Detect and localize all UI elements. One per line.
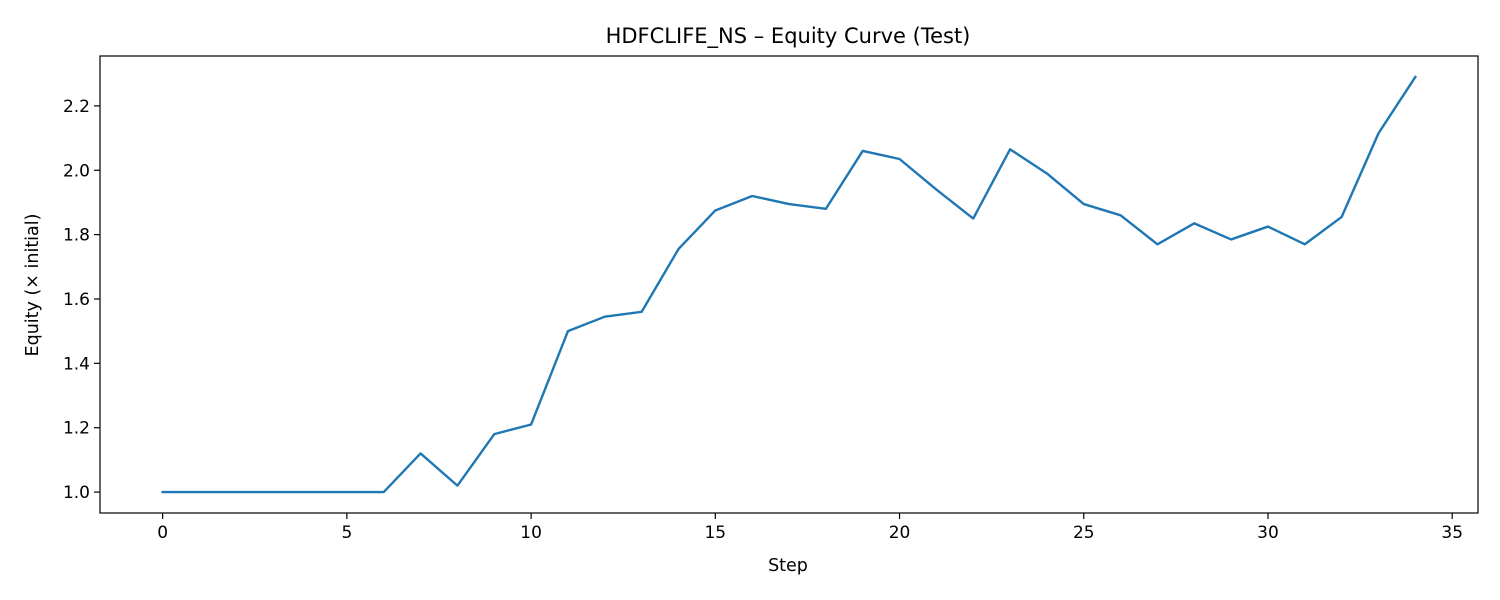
y-tick-label: 1.2: [63, 419, 90, 439]
x-tick-label: 5: [341, 523, 352, 543]
y-tick-label: 1.6: [63, 290, 90, 310]
y-axis-label: Equity (× initial): [23, 214, 43, 357]
x-axis: 0 5 10 15 20 25 30 35: [157, 513, 1463, 543]
plot-area: [99, 55, 1479, 514]
x-tick-label: 20: [889, 523, 911, 543]
y-tick-label: 2.0: [63, 161, 90, 181]
y-tick-label: 1.4: [63, 354, 90, 374]
equity-curve-line: [161, 75, 1418, 494]
chart-title: HDFCLIFE_NS – Equity Curve (Test): [606, 24, 971, 49]
y-tick-label: 2.2: [63, 97, 90, 117]
x-tick-label: 0: [157, 523, 168, 543]
x-tick-label: 10: [520, 523, 542, 543]
y-tick-label: 1.0: [63, 483, 90, 503]
x-tick-label: 35: [1441, 523, 1463, 543]
x-tick-label: 30: [1257, 523, 1279, 543]
x-axis-label: Step: [768, 556, 808, 576]
y-axis: 1.0 1.2 1.4 1.6 1.8 2.0 2.2: [63, 97, 100, 503]
axes-frame: [99, 55, 1479, 514]
x-tick-label: 25: [1073, 523, 1095, 543]
x-tick-label: 15: [704, 523, 726, 543]
series-layer: [161, 75, 1418, 494]
y-tick-label: 1.8: [63, 226, 90, 246]
